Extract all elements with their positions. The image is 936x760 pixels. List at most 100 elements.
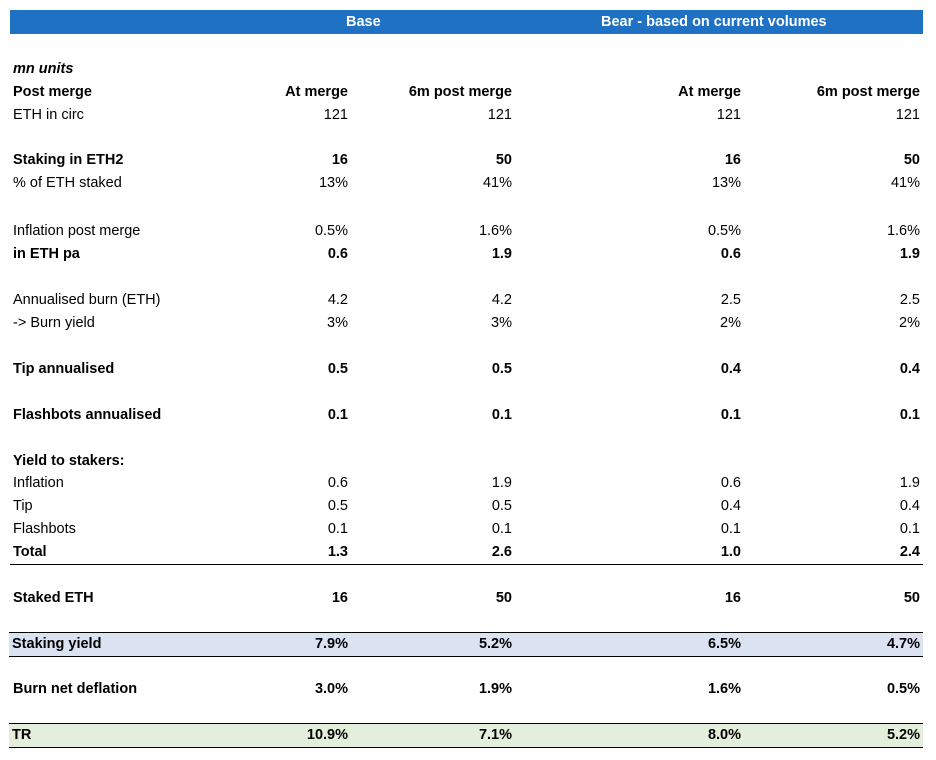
- table-row-burn-yield: -> Burn yield 3% 3% 2% 2%: [10, 312, 923, 335]
- cell-value: 0.4: [899, 361, 920, 377]
- cell-value: 7.1%: [478, 727, 512, 743]
- table-row-post-merge: Post merge At merge 6m post merge At merge 6…: [10, 81, 923, 104]
- cell-value: 0.1: [491, 521, 512, 537]
- cell-value: 13%: [318, 175, 348, 191]
- row-label: Staked ETH: [13, 590, 94, 606]
- cell-value: 13%: [711, 175, 741, 191]
- cell-value: 3%: [327, 315, 348, 331]
- table-row-staking-in-eth2: Staking in ETH2 16 50 16 50: [10, 149, 923, 172]
- cell-value: 0.5: [327, 361, 348, 377]
- table-row-burn-net-deflation: Burn net deflation 3.0% 1.9% 1.6% 0.5%: [10, 678, 923, 701]
- row-label: Annualised burn (ETH): [13, 292, 161, 308]
- cell-value: 1.9%: [478, 681, 512, 697]
- cell-value: At merge: [285, 84, 348, 100]
- cell-value: 1.6%: [886, 223, 920, 239]
- cell-value: 2.5: [720, 292, 741, 308]
- cell-value: 0.5: [491, 498, 512, 514]
- row-label: TR: [12, 727, 32, 743]
- table-row-flashbots-annualised: Flashbots annualised 0.1 0.1 0.1 0.1: [10, 404, 923, 427]
- table-row-staked-eth: Staked ETH 16 50 16 50: [10, 587, 923, 610]
- cell-value: 0.1: [720, 407, 741, 423]
- cell-value: 7.9%: [314, 636, 348, 652]
- row-label: Total: [13, 544, 47, 560]
- bear-scenario-header: Bear - based on current volumes: [601, 14, 827, 30]
- cell-value: 2%: [899, 315, 920, 331]
- cell-value: 0.5%: [314, 223, 348, 239]
- units-row: mn units: [10, 58, 923, 81]
- row-label: Post merge: [13, 84, 92, 100]
- cell-value: 1.9: [899, 246, 920, 262]
- cell-value: 0.1: [720, 521, 741, 537]
- table-row-in-eth-pa: in ETH pa 0.6 1.9 0.6 1.9: [10, 243, 923, 266]
- cell-value: 0.6: [720, 475, 741, 491]
- cell-value: 121: [323, 107, 348, 123]
- cell-value: 2.6: [491, 544, 512, 560]
- cell-value: 50: [495, 152, 512, 168]
- cell-value: 0.1: [899, 407, 920, 423]
- cell-value: 41%: [482, 175, 512, 191]
- cell-value: 0.6: [720, 246, 741, 262]
- cell-value: 3.0%: [314, 681, 348, 697]
- cell-value: 2.5: [899, 292, 920, 308]
- cell-value: At merge: [678, 84, 741, 100]
- row-label: Burn net deflation: [13, 681, 138, 697]
- table-row-pct-eth-staked: % of ETH staked 13% 41% 13% 41%: [10, 172, 923, 195]
- cell-value: 0.6: [327, 475, 348, 491]
- cell-value: 4.7%: [886, 636, 920, 652]
- table-row-inflation-post-merge: Inflation post merge 0.5% 1.6% 0.5% 1.6%: [10, 220, 923, 243]
- cell-value: 10.9%: [306, 727, 348, 743]
- cell-value: 4.2: [327, 292, 348, 308]
- cell-value: 5.2%: [478, 636, 512, 652]
- row-label: Tip: [13, 498, 33, 514]
- cell-value: 16: [331, 590, 348, 606]
- table-row-inflation: Inflation 0.6 1.9 0.6 1.9: [10, 472, 923, 495]
- cell-value: 3%: [491, 315, 512, 331]
- units-label: mn units: [13, 61, 74, 77]
- row-label: Staking in ETH2: [13, 152, 124, 168]
- row-label: Inflation: [13, 475, 64, 491]
- cell-value: 0.5%: [886, 681, 920, 697]
- cell-value: 0.1: [327, 521, 348, 537]
- cell-value: 4.2: [491, 292, 512, 308]
- cell-value: 1.0: [720, 544, 741, 560]
- row-label: Tip annualised: [13, 361, 115, 377]
- table-row-annualised-burn: Annualised burn (ETH) 4.2 4.2 2.5 2.5: [10, 289, 923, 312]
- cell-value: 16: [724, 590, 741, 606]
- cell-value: 0.5: [327, 498, 348, 514]
- row-label: Yield to stakers:: [13, 453, 125, 469]
- row-label: Flashbots annualised: [13, 407, 162, 423]
- cell-value: 0.1: [491, 407, 512, 423]
- cell-value: 0.1: [899, 521, 920, 537]
- cell-value: 1.9: [491, 246, 512, 262]
- cell-value: 6m post merge: [816, 84, 920, 100]
- cell-value: 0.4: [899, 498, 920, 514]
- table-row-tip: Tip 0.5 0.5 0.4 0.4: [10, 495, 923, 518]
- cell-value: 121: [487, 107, 512, 123]
- base-scenario-header: Base: [346, 14, 381, 30]
- cell-value: 1.6%: [478, 223, 512, 239]
- table-row-flashbots: Flashbots 0.1 0.1 0.1 0.1: [10, 518, 923, 541]
- cell-value: 5.2%: [886, 727, 920, 743]
- cell-value: 50: [903, 590, 920, 606]
- cell-value: 2.4: [899, 544, 920, 560]
- table-row-yield-to-stakers: Yield to stakers:: [10, 450, 923, 473]
- cell-value: 0.5: [491, 361, 512, 377]
- cell-value: 41%: [890, 175, 920, 191]
- table-row-eth-in-circ: ETH in circ 121 121 121 121: [10, 104, 923, 127]
- row-label: ETH in circ: [13, 107, 84, 123]
- table-row-staking-yield: Staking yield 7.9% 5.2% 6.5% 4.7%: [9, 632, 923, 657]
- table-row-total: Total 1.3 2.6 1.0 2.4: [10, 541, 923, 565]
- cell-value: 2%: [720, 315, 741, 331]
- cell-value: 121: [716, 107, 741, 123]
- cell-value: 0.5%: [707, 223, 741, 239]
- cell-value: 0.6: [327, 246, 348, 262]
- row-label: Inflation post merge: [13, 223, 141, 239]
- row-label: -> Burn yield: [13, 315, 95, 331]
- cell-value: 1.6%: [707, 681, 741, 697]
- row-label: in ETH pa: [13, 246, 80, 262]
- cell-value: 0.4: [720, 498, 741, 514]
- cell-value: 50: [903, 152, 920, 168]
- cell-value: 8.0%: [707, 727, 741, 743]
- cell-value: 50: [495, 590, 512, 606]
